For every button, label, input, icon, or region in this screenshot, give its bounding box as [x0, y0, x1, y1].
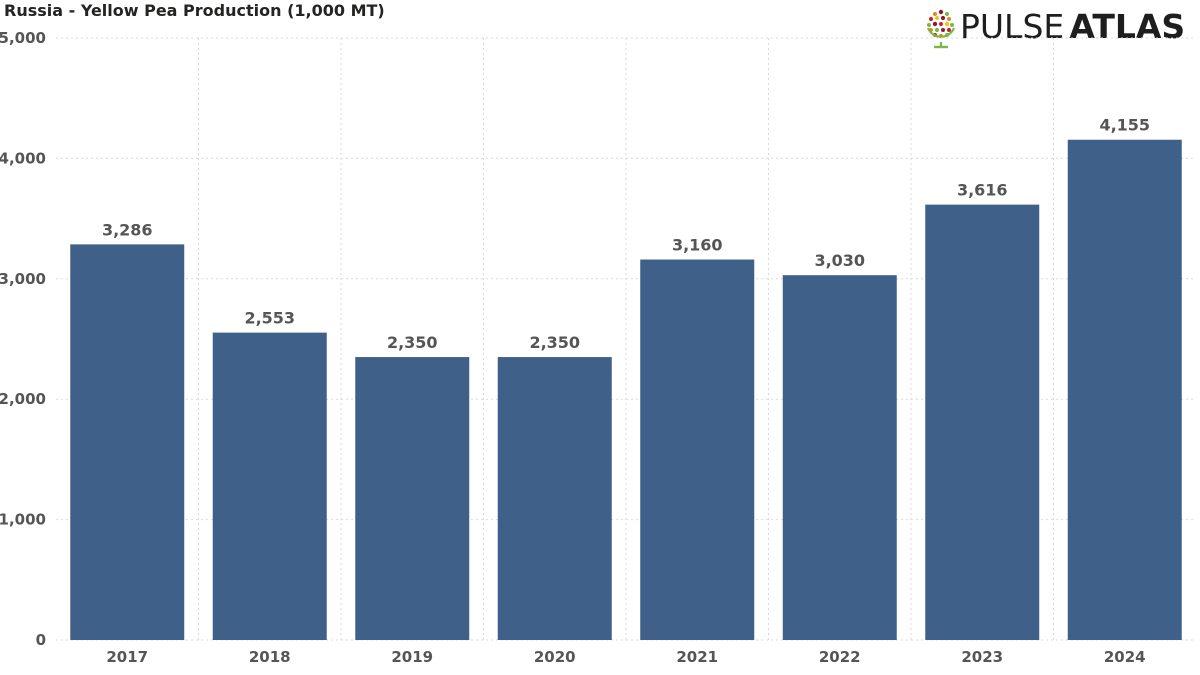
logo-wordmark: PULSE ATLAS: [960, 7, 1185, 46]
x-tick-label: 2020: [534, 648, 576, 666]
bar-2021: [640, 259, 755, 640]
y-tick-label: 0: [36, 631, 46, 649]
data-label-2018: 2,553: [244, 309, 295, 328]
x-tick-label: 2024: [1104, 648, 1146, 666]
bars: [70, 139, 1182, 640]
globe-icon: [926, 9, 956, 49]
y-tick-label: 5,000: [0, 29, 46, 47]
logo-word-pulse: PULSE: [960, 7, 1065, 46]
x-tick-label: 2021: [676, 648, 718, 666]
chart-title: Russia - Yellow Pea Production (1,000 MT…: [4, 1, 385, 20]
y-tick-label: 4,000: [0, 149, 46, 167]
x-tick-label: 2022: [819, 648, 861, 666]
x-axis-ticks: 2017 2018 2019 2020 2021 2022 2023 2024: [106, 648, 1145, 666]
data-label-2017: 3,286: [102, 220, 153, 239]
data-label-2021: 3,160: [672, 236, 723, 255]
bar-2017: [70, 244, 185, 640]
bar-2022: [782, 275, 897, 640]
y-tick-label: 3,000: [0, 270, 46, 288]
x-tick-label: 2023: [961, 648, 1003, 666]
x-tick-label: 2017: [106, 648, 148, 666]
data-label-2020: 2,350: [529, 333, 580, 352]
y-axis-ticks: 0 1,000 2,000 3,000 4,000 5,000: [0, 29, 46, 649]
y-tick-label: 2,000: [0, 390, 46, 408]
data-labels: 3,286 2,553 2,350 2,350 3,160 3,030 3,616 4,155: [102, 116, 1150, 352]
data-label-2023: 3,616: [957, 181, 1008, 200]
y-tick-label: 1,000: [0, 511, 46, 529]
data-label-2022: 3,030: [814, 251, 865, 270]
bar-2024: [1067, 139, 1182, 640]
x-tick-label: 2019: [391, 648, 433, 666]
bar-2023: [925, 204, 1040, 640]
bar-2018: [212, 332, 327, 640]
data-label-2024: 4,155: [1099, 116, 1150, 135]
logo-word-atlas: ATLAS: [1069, 7, 1186, 46]
bar-2019: [355, 357, 470, 640]
data-label-2019: 2,350: [387, 333, 438, 352]
pulse-atlas-logo: PULSE ATLAS: [924, 6, 1200, 50]
bar-2020: [497, 357, 612, 640]
x-tick-label: 2018: [249, 648, 291, 666]
